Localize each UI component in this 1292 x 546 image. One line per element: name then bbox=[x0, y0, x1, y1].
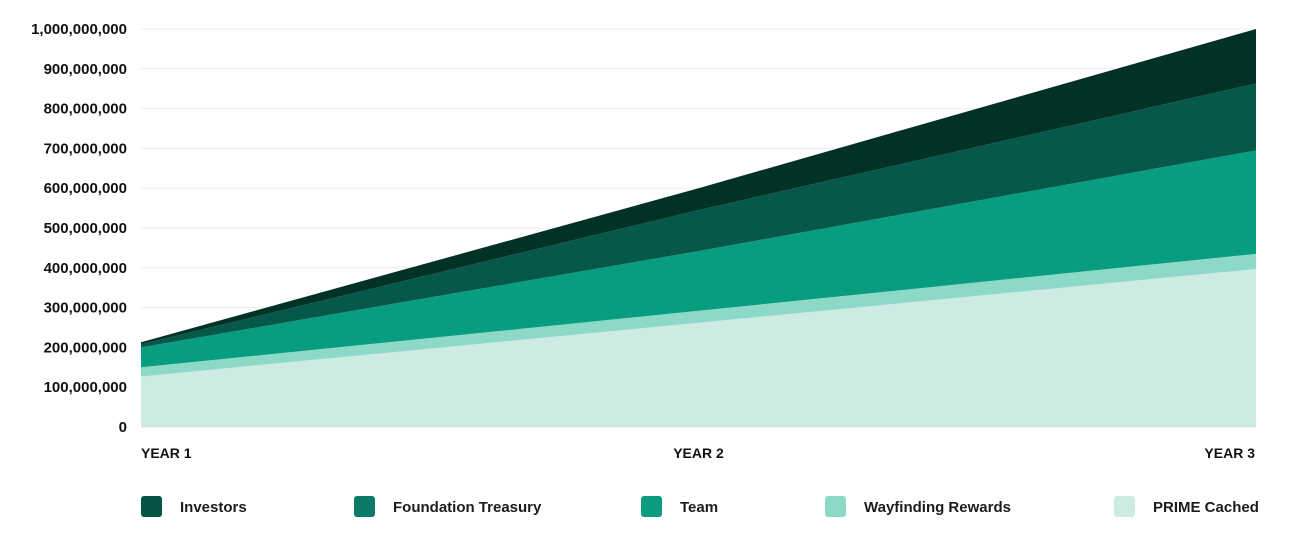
y-tick-label: 600,000,000 bbox=[44, 180, 127, 197]
legend-label: Foundation Treasury bbox=[393, 499, 542, 516]
legend-swatch bbox=[354, 496, 375, 517]
area-investors bbox=[141, 29, 1256, 345]
y-tick-label: 300,000,000 bbox=[44, 300, 127, 317]
legend-item-prime-cached: PRIME Cached bbox=[1114, 496, 1259, 517]
y-tick-label: 100,000,000 bbox=[44, 379, 127, 396]
y-tick-label: 200,000,000 bbox=[44, 339, 127, 356]
legend-label: Team bbox=[680, 499, 718, 516]
legend-label: Wayfinding Rewards bbox=[864, 499, 1011, 516]
y-axis: 0 100,000,000 200,000,000 300,000,000 400,00… bbox=[31, 21, 127, 436]
legend-item-wayfinding-rewards: Wayfinding Rewards bbox=[825, 496, 1011, 517]
y-tick-label: 1,000,000,000 bbox=[31, 21, 127, 38]
x-tick-label: YEAR 2 bbox=[673, 445, 724, 461]
y-tick-label: 400,000,000 bbox=[44, 260, 127, 277]
area-layer bbox=[141, 29, 1256, 427]
legend-label: Investors bbox=[180, 499, 247, 516]
legend: Investors Foundation Treasury Team Wayfindi… bbox=[141, 496, 1259, 517]
y-tick-label: 900,000,000 bbox=[44, 61, 127, 78]
area-prime-cached bbox=[141, 268, 1256, 427]
area-team bbox=[141, 150, 1256, 368]
area-wayfinding-rewards bbox=[141, 253, 1256, 377]
area-foundation-treasury bbox=[141, 83, 1256, 348]
y-tick-label: 500,000,000 bbox=[44, 220, 127, 237]
legend-swatch bbox=[825, 496, 846, 517]
legend-item-investors: Investors bbox=[141, 496, 247, 517]
legend-label: PRIME Cached bbox=[1153, 499, 1259, 516]
legend-swatch bbox=[141, 496, 162, 517]
y-tick-label: 0 bbox=[119, 419, 127, 436]
legend-swatch bbox=[1114, 496, 1135, 517]
legend-item-foundation-treasury: Foundation Treasury bbox=[354, 496, 542, 517]
y-tick-label: 800,000,000 bbox=[44, 101, 127, 118]
legend-item-team: Team bbox=[641, 496, 718, 517]
legend-swatch bbox=[641, 496, 662, 517]
x-tick-label: YEAR 3 bbox=[1204, 445, 1255, 461]
x-tick-label: YEAR 1 bbox=[141, 445, 192, 461]
x-axis: YEAR 1 YEAR 2 YEAR 3 bbox=[141, 445, 1255, 461]
y-tick-label: 700,000,000 bbox=[44, 140, 127, 157]
